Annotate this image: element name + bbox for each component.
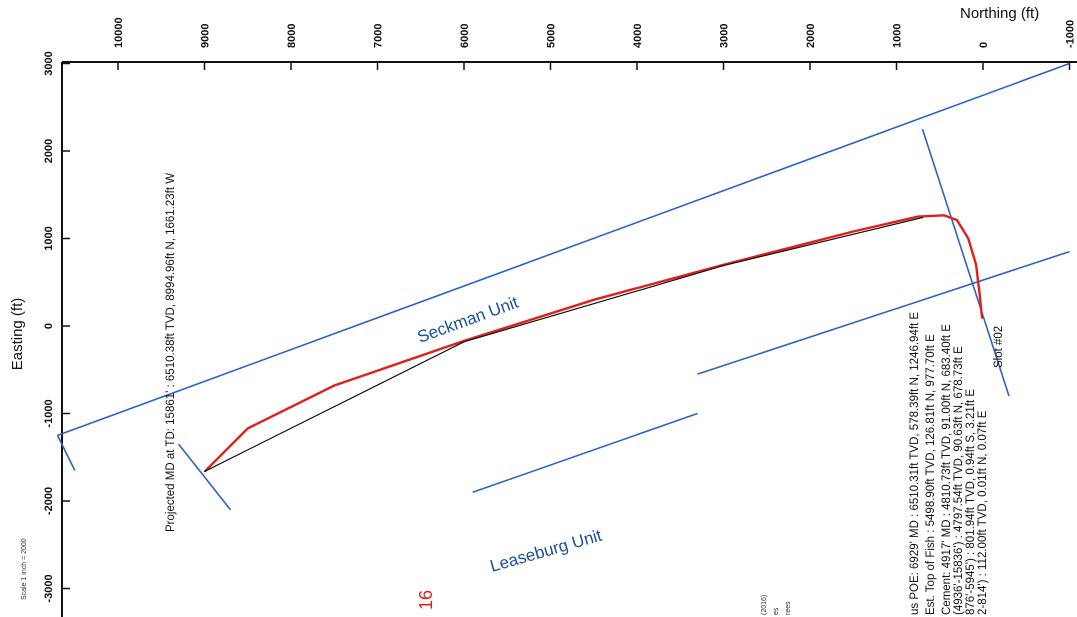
northing-tick-label-1: 9000 (200, 24, 212, 48)
trajectory-series-1 (204, 216, 923, 472)
trajectory-point-0-9 (592, 298, 595, 301)
boundary-line-1 (921, 128, 1010, 397)
northing-tick-label-3: 7000 (373, 24, 385, 48)
trajectory-series-0 (204, 214, 984, 473)
projected-td-label: Projected MD at TD: 15861' : 6510.38ft T… (165, 173, 177, 532)
fragment-a-label: (2016) (761, 595, 768, 615)
boundary-line-3 (472, 412, 698, 494)
trajectory-point-0-1 (978, 291, 981, 294)
easting-ticks: 3000 2000 1000 0 -1000 -2000 -3000 (43, 51, 70, 603)
trajectory-point-1-0 (921, 216, 924, 219)
trajectory-point-0-3 (967, 237, 970, 240)
boundary-line-2 (697, 250, 1070, 375)
slot-label: Slot #02 (993, 326, 1005, 368)
well-note-3: (4936'-15836') : 4797.54ft TVD, 90.63ft … (953, 346, 965, 615)
trajectory-point-0-2 (975, 263, 977, 266)
easting-tick-label-1: 2000 (43, 139, 55, 163)
trajectory-point-1-1 (722, 264, 725, 267)
easting-tick-label-3: 0 (43, 323, 55, 329)
easting-tick-label-4: -1000 (43, 399, 55, 427)
well-note-5: 2-814') : 112.00ft TVD, 0.01ft N, 0.07ft… (977, 410, 989, 615)
trajectory-point-0-11 (333, 384, 336, 387)
easting-tick-label-6: -3000 (43, 574, 55, 602)
easting-tick-label-0: 3000 (43, 51, 55, 75)
northing-tick-label-10: 0 (978, 42, 990, 48)
well-trajectories (204, 214, 984, 473)
leaseburg-unit-label: Leaseburg Unit (488, 526, 604, 576)
northing-tick-label-7: 3000 (719, 24, 731, 48)
lease-boundaries (56, 62, 1070, 511)
well-point-annotations: us POE: 6929' MD : 6510.31ft TVD, 578.39… (909, 312, 989, 615)
northing-tick-label-2: 8000 (286, 24, 298, 48)
northing-axis-label: Northing (ft) (960, 5, 1039, 22)
well-note-1: Est. Top of Fish : 5498.90ft TVD, 126.81… (925, 334, 937, 615)
boundary-line-4 (56, 435, 76, 471)
trajectory-point-0-5 (943, 214, 945, 217)
trajectory-point-0-4 (956, 219, 958, 221)
northing-tick-label-5: 5000 (546, 24, 558, 48)
northing-ticks: 10000 9000 8000 7000 6000 5000 4000 3000 2000 100… (113, 17, 1077, 70)
trajectory-point-0-6 (917, 215, 919, 218)
easting-tick-label-5: -2000 (43, 487, 55, 515)
northing-tick-label-0: 10000 (113, 17, 125, 48)
red-fragment-label: 16 (416, 590, 436, 610)
well-note-0: us POE: 6929' MD : 6510.31ft TVD, 578.39… (909, 312, 921, 615)
boundary-line-5 (177, 443, 232, 511)
well-note-4: 876'-5945') : 801.94ft TVD, 0.94ft S, 3.… (965, 389, 977, 615)
trajectory-point-1-2 (463, 340, 465, 343)
northing-tick-label-8: 2000 (805, 24, 817, 48)
trajectory-point-0-0 (981, 317, 983, 319)
northing-tick-label-11: -1000 (1065, 20, 1077, 48)
fragment-c-label: rees (785, 601, 792, 615)
northing-tick-label-4: 6000 (459, 24, 471, 48)
northing-tick-label-9: 1000 (892, 24, 904, 48)
trajectory-point-0-7 (852, 230, 855, 233)
trajectory-point-1-3 (204, 470, 206, 473)
well-note-2: Cement: 4917' MD : 4810.73ft TVD, 91.00f… (941, 324, 953, 615)
easting-tick-label-2: 1000 (43, 226, 55, 250)
trajectory-point-0-12 (246, 427, 249, 430)
northing-tick-label-6: 4000 (632, 24, 644, 48)
boundary-line-0 (57, 62, 1070, 437)
easting-axis-label: Easting (ft) (9, 298, 26, 371)
fragment-b-label: es (773, 607, 780, 615)
scale-note: Scale 1 inch = 2000 (21, 538, 28, 600)
